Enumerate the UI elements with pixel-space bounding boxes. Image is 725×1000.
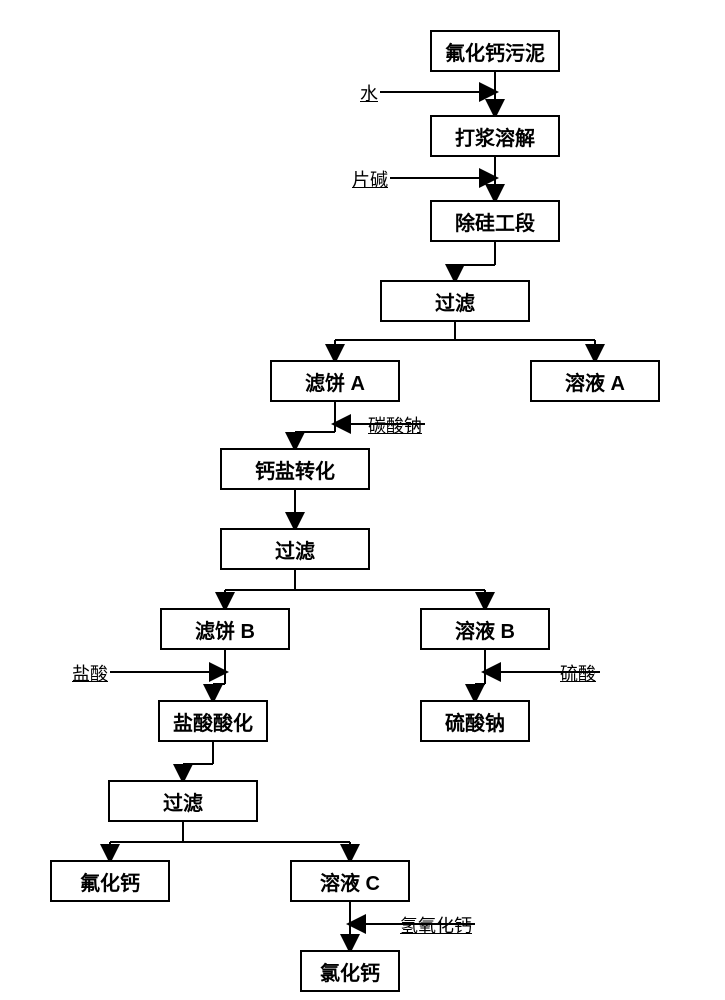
flow-node-n4: 过滤: [380, 280, 530, 322]
flow-node-n6: 溶液 A: [530, 360, 660, 402]
flow-node-n12: 硫酸钠: [420, 700, 530, 742]
flow-node-n16: 氯化钙: [300, 950, 400, 992]
flow-node-n10: 溶液 B: [420, 608, 550, 650]
input-label-l5: 硫酸: [560, 660, 596, 686]
flow-node-n7: 钙盐转化: [220, 448, 370, 490]
flow-node-n8: 过滤: [220, 528, 370, 570]
flow-node-n5: 滤饼 A: [270, 360, 400, 402]
flow-connectors: [0, 0, 725, 1000]
input-label-l1: 水: [360, 80, 378, 106]
flow-node-n3: 除硅工段: [430, 200, 560, 242]
flow-node-n14: 氟化钙: [50, 860, 170, 902]
flow-node-n13: 过滤: [108, 780, 258, 822]
flow-node-n1: 氟化钙污泥: [430, 30, 560, 72]
flow-node-n11: 盐酸酸化: [158, 700, 268, 742]
flow-node-n2: 打浆溶解: [430, 115, 560, 157]
flow-node-n9: 滤饼 B: [160, 608, 290, 650]
flow-node-n15: 溶液 C: [290, 860, 410, 902]
input-label-l3: 碳酸钠: [368, 412, 422, 438]
input-label-l2: 片碱: [352, 166, 388, 192]
input-label-l6: 氢氧化钙: [400, 912, 472, 938]
input-label-l4: 盐酸: [72, 660, 108, 686]
